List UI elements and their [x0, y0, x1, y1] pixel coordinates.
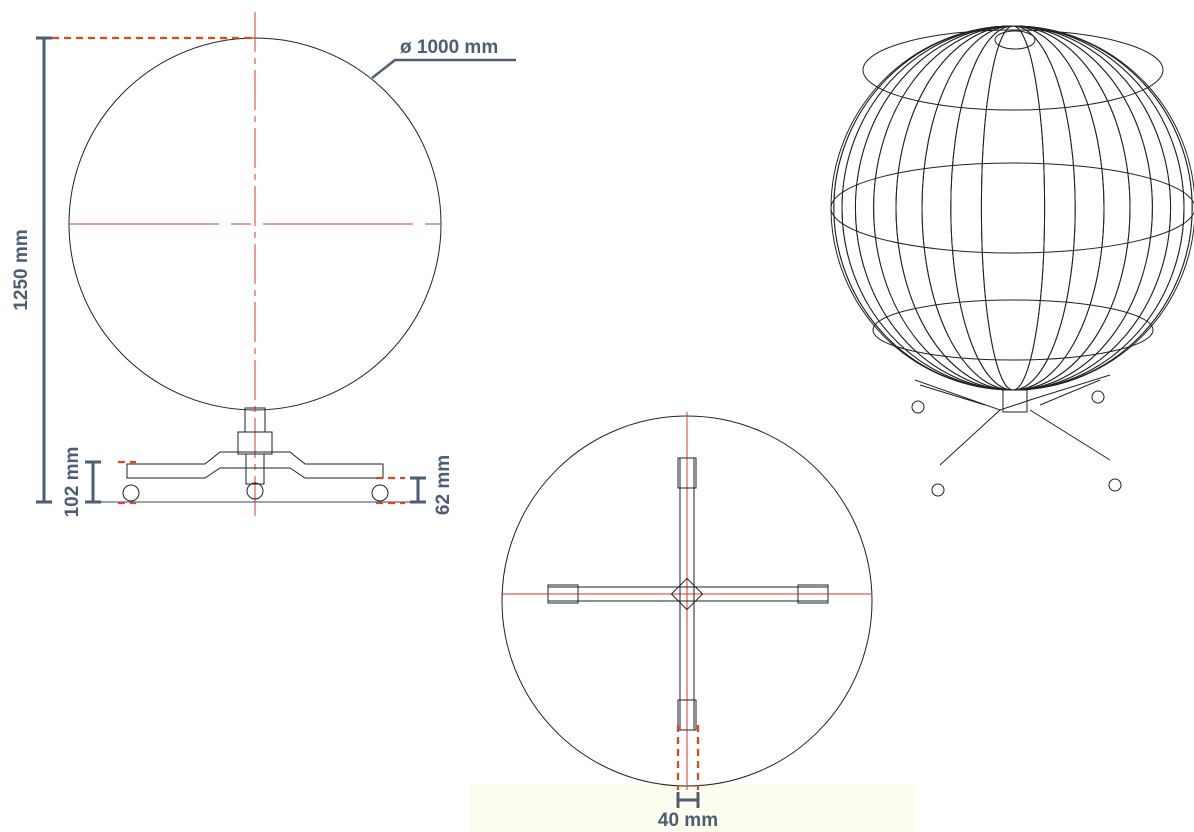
base-height-label: 102 mm: [62, 447, 83, 518]
wheel: [932, 484, 944, 496]
hub: [1003, 390, 1027, 412]
meridian: [834, 26, 1192, 390]
meridian: [842, 26, 1184, 390]
parallel: [831, 163, 1194, 253]
meridian: [874, 26, 1153, 390]
meridian: [896, 26, 1130, 390]
wheel: [123, 485, 139, 501]
meridian: [922, 26, 1104, 390]
meridian: [896, 26, 1130, 390]
diameter-label: ø 1000 mm: [400, 37, 498, 58]
wheel: [912, 401, 924, 413]
isometric-view: [831, 26, 1194, 496]
meridian: [834, 26, 1192, 390]
drawing: 1250 mm ø 1000 mm 102 mm 62 mm 40 mm: [0, 0, 1194, 832]
height-label: 1250 mm: [11, 229, 32, 310]
meridian: [855, 26, 1170, 390]
wheel-height-label: 62 mm: [433, 455, 454, 515]
meridian: [981, 26, 1044, 390]
wheel: [1109, 479, 1121, 491]
meridian: [874, 26, 1153, 390]
meridian: [951, 26, 1075, 390]
wheel: [1092, 391, 1104, 403]
meridian: [842, 26, 1184, 390]
top-view: 40 mm: [502, 412, 872, 831]
leader: [372, 60, 516, 78]
meridian: [922, 26, 1104, 390]
tube-width-label: 40 mm: [658, 810, 718, 831]
wheel: [372, 485, 388, 501]
stand: [915, 375, 1110, 465]
front-view: 1250 mm ø 1000 mm 102 mm 62 mm: [11, 12, 516, 522]
meridian: [855, 26, 1170, 390]
parallel: [863, 30, 1163, 110]
meridian: [951, 26, 1075, 390]
